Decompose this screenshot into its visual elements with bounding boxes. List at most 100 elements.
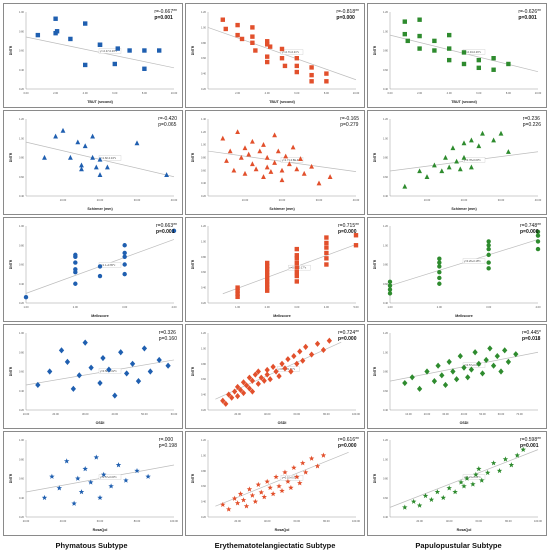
data-point (294, 256, 299, 261)
scatter-plot: 0.20 0.40 0.60 0.80 1.00 0.00 2.00 4.00 6.00 8.00… (9, 10, 178, 104)
x-tick-label: 40.00 (535, 198, 542, 202)
data-point (437, 264, 442, 269)
x-tick-label: 4.00 (324, 305, 330, 309)
data-point (324, 262, 329, 267)
data-point (437, 260, 442, 265)
data-point (270, 491, 276, 497)
y-axis-label: DNTR (9, 259, 13, 269)
data-point (141, 345, 148, 352)
equation-box (280, 49, 304, 55)
x-tick-label: 1.00 (387, 305, 393, 309)
y-tick-label: 0.60 (201, 168, 207, 172)
data-point (472, 349, 478, 356)
data-point (314, 463, 321, 469)
data-point (265, 288, 270, 293)
data-point (118, 349, 124, 356)
data-point (294, 166, 300, 172)
scatter-plot: 0.20 0.40 0.60 0.80 1.00 10.00 20.00 30.00 40.00… (9, 331, 178, 425)
data-point (486, 246, 491, 252)
equation-box (280, 475, 304, 481)
regression-equation: y=-0.34-0.26*x (464, 50, 482, 54)
data-point (353, 233, 359, 238)
x-tick-label: 60.00 (498, 412, 505, 416)
data-point (122, 243, 127, 248)
data-point (432, 48, 437, 53)
data-point (276, 373, 282, 380)
data-point (249, 492, 256, 498)
data-point (437, 275, 442, 281)
data-point (237, 491, 244, 497)
data-point (506, 61, 511, 67)
y-tick-label: 0.20 (201, 408, 207, 412)
x-tick-label: 4.00 (447, 91, 453, 95)
data-point (431, 162, 437, 168)
x-tick-label: 100.00 (352, 412, 360, 416)
data-point (502, 347, 508, 354)
r-value: r=-0.626** (518, 9, 541, 15)
correlation-stats: r=0.616** p=0.000 (338, 437, 359, 449)
x-tick-label: 2.00 (53, 91, 59, 95)
data-point (250, 34, 255, 39)
data-point (453, 376, 460, 383)
y-tick-label: 0.20 (19, 87, 25, 91)
data-point (97, 156, 103, 162)
data-point (486, 252, 491, 258)
data-point (486, 260, 491, 265)
y-tick-label: 1.20 (383, 331, 389, 335)
data-point (49, 473, 55, 479)
p-value: p=0.000 (338, 443, 357, 449)
data-point (246, 151, 252, 157)
data-point (122, 250, 127, 256)
y-tick-label: 1.00 (19, 438, 25, 442)
data-point (252, 498, 259, 504)
data-point (235, 285, 240, 290)
data-point (405, 38, 410, 44)
data-point (265, 59, 270, 65)
x-tick-label: 0.00 (387, 91, 393, 95)
data-point (409, 374, 415, 381)
y-tick-label: 1.20 (383, 224, 389, 228)
data-point (255, 380, 261, 387)
y-axis-label: DNTR (9, 152, 13, 162)
x-tick-label: 3.00 (122, 305, 128, 309)
data-point (97, 42, 103, 47)
data-point (273, 474, 279, 480)
y-tick-label: 0.60 (383, 68, 389, 72)
data-point (235, 129, 241, 135)
data-point (291, 353, 297, 360)
data-point (234, 500, 241, 506)
scatter-plot: 0.40 0.60 0.80 1.00 1.20 20.00 40.00 60.00 80.00… (373, 438, 543, 532)
data-point (490, 362, 497, 369)
x-tick-label: 10.00 (424, 198, 431, 202)
y-tick-label: 0.60 (383, 175, 389, 179)
data-point (417, 168, 423, 174)
data-point (246, 486, 253, 492)
data-point (60, 127, 66, 133)
x-axis-label: RosaQol (93, 528, 108, 532)
data-point (294, 360, 300, 367)
y-tick-label: 0.20 (19, 301, 25, 305)
data-point (106, 366, 112, 373)
data-point (226, 391, 232, 398)
data-point (73, 260, 78, 265)
data-point (327, 174, 333, 179)
data-point (476, 143, 482, 149)
data-point (265, 260, 270, 266)
data-point (71, 500, 77, 506)
data-point (416, 385, 423, 392)
data-point (508, 462, 515, 468)
r-value: r=0.445* (521, 330, 541, 336)
p-value: p=0.065 (158, 122, 177, 128)
data-point (255, 481, 262, 487)
x-tick-label: 8.00 (506, 91, 512, 95)
data-point (68, 36, 73, 42)
x-tick-label: 80.00 (134, 519, 141, 523)
x-tick-label: 4.00 (83, 91, 89, 95)
data-point (41, 494, 48, 501)
data-point (265, 279, 270, 284)
data-point (465, 374, 471, 381)
x-tick-label: 100.00 (170, 519, 178, 523)
data-point (145, 473, 151, 479)
y-tick-label: 1.20 (201, 10, 207, 14)
data-point (491, 67, 496, 72)
